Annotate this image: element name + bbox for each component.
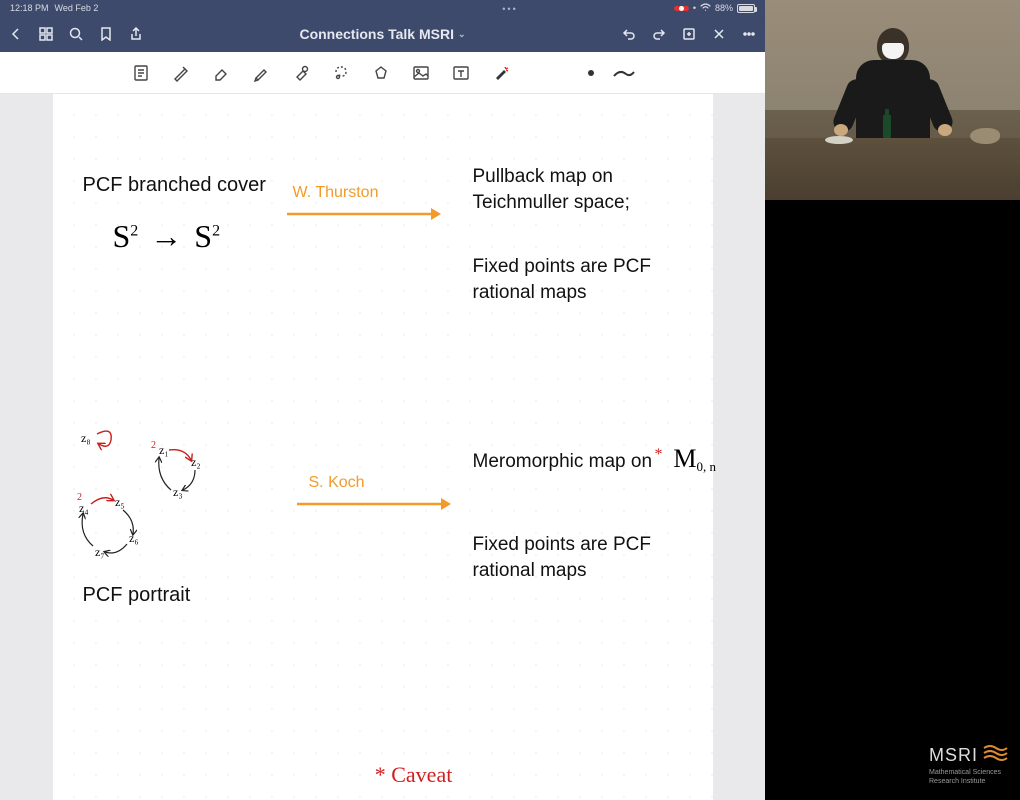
drawing-toolbar (0, 52, 765, 94)
shape-tool-icon[interactable] (370, 62, 392, 84)
svg-text:z₄: z₄ (79, 501, 89, 515)
right1-para-a: Pullback map on Teichmuller space; (473, 164, 703, 215)
document-title-text: Connections Talk MSRI (299, 26, 454, 42)
document-page[interactable]: PCF branched cover S2 → S2 W. Thurston P… (53, 94, 713, 800)
multitask-dots[interactable]: ••• (502, 4, 517, 14)
close-button[interactable] (711, 26, 727, 42)
add-page-icon[interactable] (681, 26, 697, 42)
arrow1-label: W. Thurston (293, 184, 379, 202)
video-sidebar: MSRI Mathematical Sciences Research Inst… (765, 0, 1020, 800)
msri-sub1: Mathematical Sciences (929, 769, 1008, 777)
right2-para-a: Meromorphic map on * M0, n (473, 444, 733, 475)
svg-text:z₆: z₆ (129, 531, 139, 545)
battery-percent: 88% (715, 3, 733, 13)
readonly-tool-icon[interactable] (130, 62, 152, 84)
msri-logo-text: MSRI (929, 745, 978, 766)
stroke-style-preview[interactable] (612, 65, 636, 81)
image-tool-icon[interactable] (410, 62, 432, 84)
wifi-icon (700, 3, 711, 14)
ipad-screen: 12:18 PM Wed Feb 2 ••• • 88% Connections… (0, 0, 765, 800)
app-navbar: Connections Talk MSRI ⌄ (0, 16, 765, 52)
right2-para-b: Fixed points are PCF rational maps (473, 532, 703, 583)
laser-tool-icon[interactable] (490, 62, 512, 84)
eraser-tool-icon[interactable] (210, 62, 232, 84)
status-date: Wed Feb 2 (55, 3, 99, 13)
status-time: 12:18 PM (10, 3, 49, 13)
msri-logo-icon (982, 744, 1008, 767)
svg-text:z₈: z₈ (81, 431, 91, 445)
cellular-dot: • (693, 3, 696, 13)
svg-text:z₇: z₇ (95, 545, 105, 559)
grid-icon[interactable] (38, 26, 54, 42)
document-title[interactable]: Connections Talk MSRI ⌄ (299, 26, 465, 42)
svg-text:z₃: z₃ (173, 485, 183, 499)
msri-sub2: Research Institute (929, 778, 1008, 786)
svg-text:z₁: z₁ (159, 443, 169, 457)
status-bar: 12:18 PM Wed Feb 2 ••• • 88% (0, 0, 765, 16)
svg-text:z₂: z₂ (191, 455, 201, 469)
bookmark-icon[interactable] (98, 26, 114, 42)
stroke-color-preview[interactable] (588, 70, 594, 76)
shape-eraser-tool-icon[interactable] (290, 62, 312, 84)
msri-logo: MSRI Mathematical Sciences Research Inst… (929, 744, 1008, 786)
section2-title: PCF portrait (83, 584, 191, 607)
svg-text:2: 2 (77, 492, 82, 503)
arrow2 (293, 492, 453, 516)
svg-text:2: 2 (151, 440, 156, 451)
formula-s2-s2: S2 → S2 (113, 218, 221, 255)
arrow2-label: S. Koch (309, 474, 365, 492)
highlighter-tool-icon[interactable] (250, 62, 272, 84)
battery-icon (737, 4, 755, 13)
presenter-video[interactable] (765, 0, 1020, 200)
presenter-figure (856, 28, 930, 150)
share-icon[interactable] (128, 26, 144, 42)
pen-tool-icon[interactable] (170, 62, 192, 84)
chevron-down-icon: ⌄ (458, 29, 466, 40)
arrow1 (283, 202, 443, 226)
screen-recording-indicator[interactable] (674, 6, 689, 11)
svg-text:z₅: z₅ (115, 495, 125, 509)
document-canvas-wrap: PCF branched cover S2 → S2 W. Thurston P… (0, 94, 765, 800)
back-button[interactable] (8, 26, 24, 42)
undo-button[interactable] (621, 26, 637, 42)
right1-para-b: Fixed points are PCF rational maps (473, 254, 703, 305)
lasso-tool-icon[interactable] (330, 62, 352, 84)
redo-button[interactable] (651, 26, 667, 42)
search-icon[interactable] (68, 26, 84, 42)
text-tool-icon[interactable] (450, 62, 472, 84)
more-icon[interactable] (741, 26, 757, 42)
asterisk-marker: * (654, 446, 662, 463)
caveat-note: * Caveat (375, 762, 453, 788)
pcf-portrait-sketch: z₈ z₁ z₂ z₃ 2 z₄ z₅ z₆ z₇ 2 (73, 424, 253, 584)
